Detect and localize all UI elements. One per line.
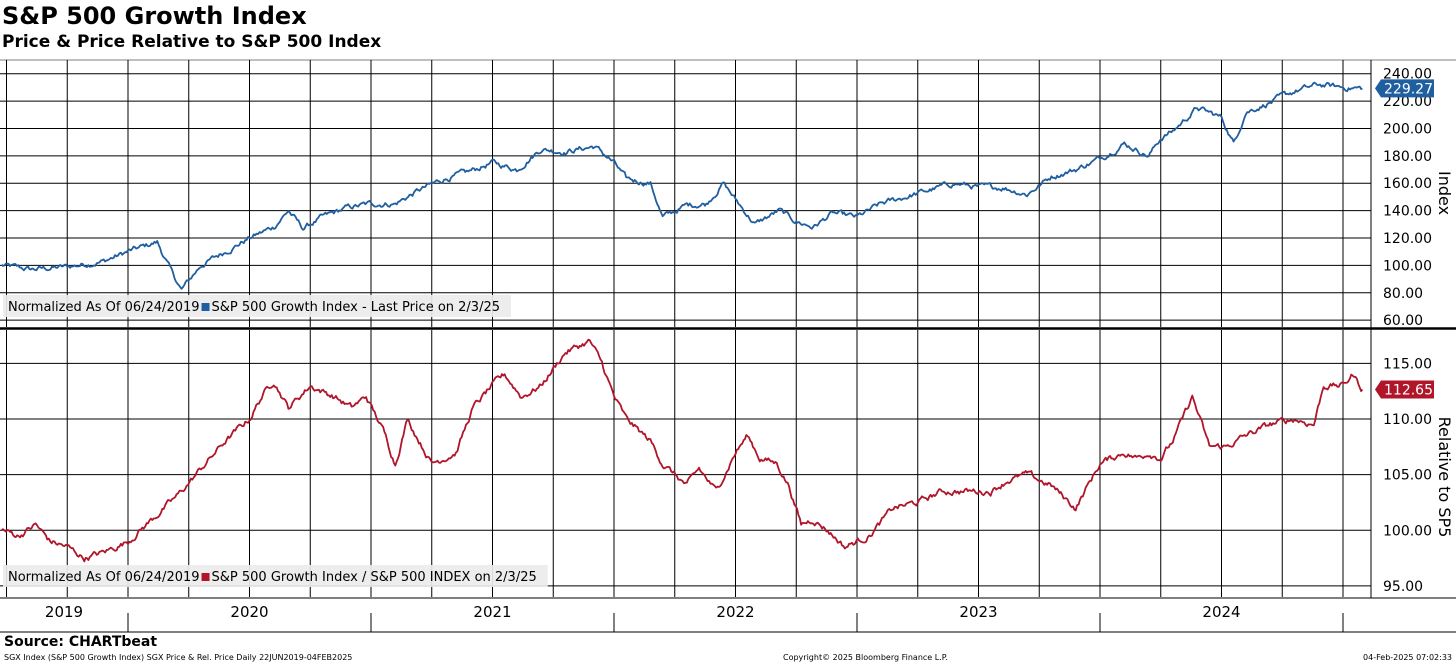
price-y-tick-label: 220.00 — [1383, 94, 1432, 110]
relative-legend-bg — [3, 565, 548, 587]
relative-legend-swatch — [201, 573, 210, 581]
relative-y-tick-label: 110.00 — [1383, 412, 1432, 428]
legends: Normalized As Of 06/24/2019 S&P 500 Grow… — [3, 295, 548, 587]
relative-last-value-tag: 112.65 — [1384, 383, 1433, 399]
price-y-tick-label: 120.00 — [1383, 231, 1432, 247]
price-last-value-tag: 229.27 — [1384, 81, 1433, 97]
x-tick-label: 2021 — [473, 603, 511, 621]
price-y-tick-label: 160.00 — [1383, 176, 1432, 192]
relative-legend-label: S&P 500 Growth Index / S&P 500 INDEX on … — [212, 570, 537, 585]
relative-axis-title: Relative to SP5 — [1435, 417, 1454, 538]
relative-y-tick-label: 115.00 — [1383, 356, 1432, 372]
price-y-axis: 60.00 80.00 100.00 120.00 140.00 160.00 180.00… — [1375, 67, 1454, 329]
price-y-tick-label: 240.00 — [1383, 67, 1432, 83]
relative-y-tick-label: 100.00 — [1383, 523, 1432, 539]
price-series — [1, 81, 1363, 290]
price-legend-swatch — [201, 303, 210, 311]
x-tick-label: 2020 — [230, 603, 268, 621]
price-legend-label: S&P 500 Growth Index - Last Price on 2/3… — [212, 300, 500, 315]
relative-legend-prefix: Normalized As Of 06/24/2019 — [8, 570, 200, 585]
x-tick-label: 2019 — [45, 603, 83, 621]
source-note: Source: CHARTbeat — [4, 634, 158, 650]
x-tick-label: 2024 — [1202, 603, 1240, 621]
relative-y-tick-label: 105.00 — [1383, 468, 1432, 484]
relative-series — [1, 338, 1364, 563]
footer-timestamp: 04-Feb-2025 07:02:33 — [1363, 653, 1452, 662]
x-tick-label: 2022 — [716, 603, 754, 621]
price-legend-bg — [3, 295, 511, 317]
price-line — [1, 81, 1363, 290]
price-y-tick-label: 200.00 — [1383, 121, 1432, 137]
price-y-tick-label: 80.00 — [1383, 286, 1423, 302]
relative-line — [1, 338, 1364, 563]
x-axis: 2019 2020 2021 2022 2023 2024 — [45, 603, 1344, 632]
relative-y-axis: 95.00 100.00 105.00 110.00 115.00 Relative to… — [1375, 356, 1454, 595]
price-panel-grid — [0, 60, 1371, 327]
price-y-tick-label: 100.00 — [1383, 258, 1432, 274]
x-tick-label: 2023 — [959, 603, 997, 621]
relative-panel-grid — [0, 330, 1371, 597]
footer-copyright: Copyright© 2025 Bloomberg Finance L.P. — [783, 653, 948, 662]
relative-last-value-tag-bg — [1375, 380, 1434, 399]
relative-y-tick-label: 95.00 — [1383, 579, 1423, 595]
price-axis-title: Index — [1435, 171, 1454, 215]
price-last-value-tag-bg — [1375, 79, 1434, 98]
price-y-tick-label: 180.00 — [1383, 149, 1432, 165]
footer-description: SGX Index (S&P 500 Growth Index) SGX Pri… — [4, 653, 353, 662]
price-legend-prefix: Normalized As Of 06/24/2019 — [8, 300, 200, 315]
price-y-tick-label: 140.00 — [1383, 204, 1432, 220]
chart-frame — [0, 59, 1456, 633]
price-y-tick-label: 60.00 — [1383, 313, 1423, 329]
chart-title: S&P 500 Growth Index — [2, 2, 307, 30]
chart-subtitle: Price & Price Relative to S&P 500 Index — [2, 32, 382, 52]
